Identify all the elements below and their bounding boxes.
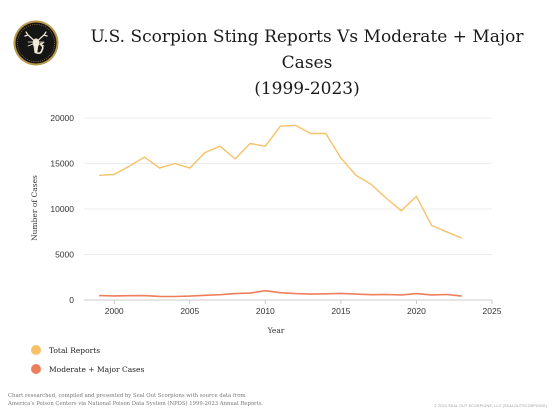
- axes: 0 5000 10000 15000 20000 2000 2005 2010 2015 2020…: [50, 113, 501, 316]
- y-tick-label: 5000: [55, 250, 74, 260]
- copyright-note: © 2024 SEAL OUT SCORPIONS, LLC (SEALOUTS…: [434, 404, 547, 408]
- gridlines: [84, 117, 492, 255]
- source-line-1: Chart researched, compiled and presented…: [8, 393, 246, 399]
- x-axis-label: Year: [267, 326, 285, 335]
- y-axis-label: Number of Cases: [30, 175, 39, 241]
- series-line-total-reports: [99, 124, 463, 239]
- legend-item-total: Total Reports: [31, 344, 144, 356]
- source-note: Chart researched, compiled and presented…: [8, 392, 338, 408]
- x-tick-label: 2015: [331, 306, 350, 316]
- seal-out-scorpions-logo: [13, 20, 59, 66]
- series-lines: [99, 124, 463, 298]
- legend-item-moderate: Moderate + Major Cases: [31, 363, 144, 375]
- y-tick-label: 15000: [50, 159, 74, 169]
- x-tick-label: 2025: [483, 306, 502, 316]
- chart-title: U.S. Scorpion Sting Reports Vs Moderate …: [72, 24, 542, 102]
- x-tick-label: 2000: [105, 306, 124, 316]
- y-tick-label: 10000: [50, 204, 74, 214]
- x-tick-label: 2010: [256, 306, 275, 316]
- legend-label-total: Total Reports: [49, 345, 101, 355]
- legend-swatch-total: [31, 345, 41, 355]
- x-tick-label: 2005: [180, 306, 199, 316]
- legend-label-moderate: Moderate + Major Cases: [49, 364, 145, 374]
- y-tick-label: 0: [69, 295, 74, 305]
- source-line-2: America's Poison Centers via National Po…: [8, 401, 264, 407]
- x-tick-label: 2020: [407, 306, 426, 316]
- y-tick-label: 20000: [50, 113, 74, 123]
- chart-title-text: U.S. Scorpion Sting Reports Vs Moderate …: [90, 27, 524, 73]
- chart-subtitle: (1999-2023): [254, 79, 360, 99]
- series-line-moderate-major: [99, 289, 462, 298]
- legend-swatch-moderate: [31, 364, 41, 374]
- legend: Total Reports Moderate + Major Cases: [31, 344, 144, 382]
